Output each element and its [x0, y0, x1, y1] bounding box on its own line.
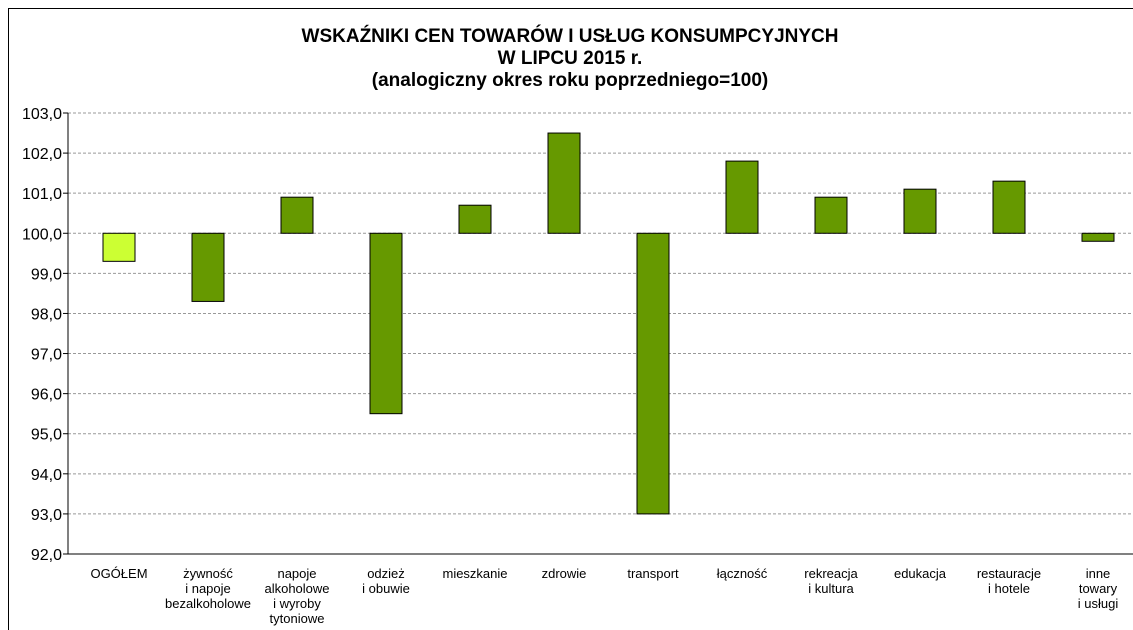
bar — [458, 204, 492, 234]
y-tick-label: 98,0 — [31, 306, 62, 323]
x-tick-label: transport — [627, 566, 679, 581]
x-tick-label: napoje alkoholowe i wyroby tytoniowe — [264, 566, 329, 626]
y-tick-label: 102,0 — [22, 146, 62, 163]
bar — [102, 232, 136, 262]
x-tick-label: inne towary i usługi — [1078, 566, 1119, 611]
bar — [903, 188, 937, 234]
x-tick-label: odzież i obuwie — [362, 566, 410, 596]
y-tick-label: 103,0 — [22, 106, 62, 123]
y-tick-label: 99,0 — [31, 266, 62, 283]
y-tick-label: 101,0 — [22, 186, 62, 203]
x-tick-label: żywność i napoje bezalkoholowe — [165, 566, 251, 611]
x-tick-label: edukacja — [894, 566, 947, 581]
x-tick-label: OGÓŁEM — [90, 566, 147, 581]
chart-frame — [8, 8, 1133, 630]
y-tick-label: 100,0 — [22, 226, 62, 243]
bar — [814, 196, 848, 234]
y-tick-label: 93,0 — [31, 507, 62, 524]
bar — [725, 160, 759, 234]
y-tick-label: 94,0 — [31, 467, 62, 484]
y-tick-label: 92,0 — [31, 547, 62, 564]
y-tick-label: 95,0 — [31, 427, 62, 444]
y-tick-label: 97,0 — [31, 347, 62, 364]
x-tick-label: mieszkanie — [442, 566, 507, 581]
bar — [992, 180, 1026, 234]
bar — [369, 232, 403, 415]
bar — [280, 196, 314, 234]
y-tick-label: 96,0 — [31, 387, 62, 404]
x-tick-label: restauracje i hotele — [977, 566, 1041, 596]
bar — [191, 232, 225, 302]
x-tick-label: łączność — [717, 566, 768, 581]
bar — [547, 132, 581, 234]
x-tick-label: zdrowie — [542, 566, 587, 581]
x-tick-label: rekreacja i kultura — [804, 566, 858, 596]
bar — [636, 232, 670, 515]
bar — [1081, 232, 1115, 242]
chart-title: WSKAŹNIKI CEN TOWARÓW I USŁUG KONSUMPCYJ… — [302, 25, 839, 91]
